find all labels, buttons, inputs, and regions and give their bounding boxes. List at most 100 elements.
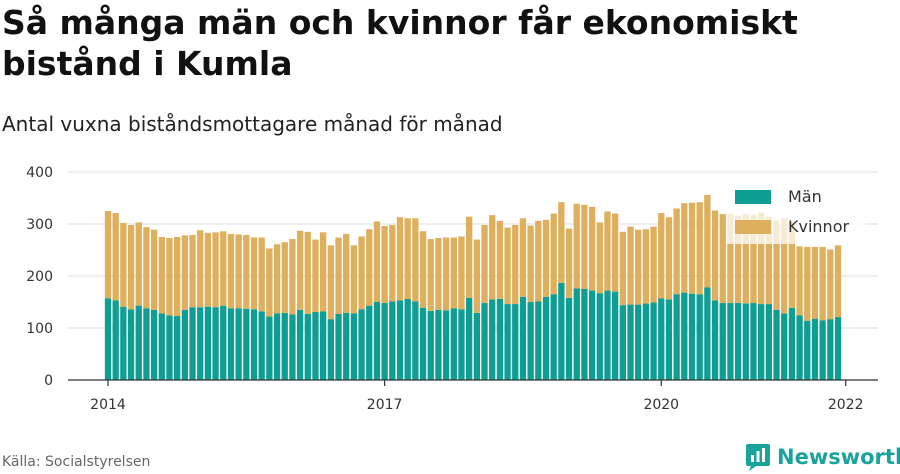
y-tick-label: 0 bbox=[44, 373, 53, 389]
bar-men bbox=[473, 312, 480, 380]
bar-women bbox=[427, 239, 434, 311]
bar-women bbox=[727, 213, 734, 304]
y-tick-label: 400 bbox=[26, 165, 53, 181]
bar-men bbox=[150, 309, 158, 380]
bar-women bbox=[181, 235, 188, 310]
bar-women bbox=[558, 202, 565, 283]
bar-women bbox=[104, 211, 112, 299]
bar-women bbox=[473, 239, 480, 313]
bar-women bbox=[758, 212, 765, 305]
bar-women bbox=[373, 221, 381, 302]
bar-women bbox=[765, 216, 772, 305]
bar-women bbox=[389, 225, 396, 302]
bar-men bbox=[235, 308, 242, 380]
bar-women bbox=[458, 236, 465, 310]
bar-women bbox=[796, 246, 803, 316]
bar-women bbox=[665, 217, 673, 300]
bar-men bbox=[396, 300, 404, 380]
bar-men bbox=[481, 303, 488, 380]
bar-men bbox=[519, 296, 527, 380]
bar-men bbox=[758, 304, 765, 380]
bar-men bbox=[627, 304, 634, 380]
bar-men bbox=[158, 313, 165, 380]
bar-women bbox=[127, 225, 135, 310]
bar-men bbox=[673, 294, 680, 380]
bar-men bbox=[389, 301, 396, 380]
bar-women bbox=[235, 234, 242, 309]
bar-men bbox=[442, 310, 450, 380]
bar-women bbox=[481, 225, 488, 304]
source-note: Källa: Socialstyrelsen bbox=[2, 454, 151, 470]
bar-women bbox=[358, 236, 365, 310]
bar-women bbox=[512, 225, 519, 305]
bar-men bbox=[650, 302, 657, 380]
bar-women bbox=[742, 214, 749, 304]
bar-women bbox=[112, 213, 119, 301]
bar-women bbox=[435, 238, 442, 310]
bar-women bbox=[166, 238, 173, 316]
bar-women bbox=[189, 234, 196, 308]
bar-men bbox=[320, 311, 327, 380]
bar-men bbox=[296, 309, 304, 380]
legend-label: Män bbox=[788, 187, 822, 206]
bar-women bbox=[642, 229, 650, 304]
bar-women bbox=[158, 237, 165, 314]
bar-men bbox=[366, 305, 373, 380]
bar-women bbox=[412, 218, 419, 302]
bar-men bbox=[120, 306, 127, 380]
bar-women bbox=[120, 222, 127, 307]
bar-women bbox=[273, 244, 281, 314]
bar-men bbox=[688, 293, 696, 380]
bar-men bbox=[704, 287, 711, 380]
bar-men bbox=[174, 316, 181, 380]
bar-men bbox=[212, 307, 219, 380]
bar-women bbox=[688, 202, 696, 294]
bar-women bbox=[489, 215, 496, 300]
bar-women bbox=[804, 246, 811, 321]
bar-women bbox=[419, 231, 427, 308]
brand-logo[interactable]: Newsworthy bbox=[745, 440, 900, 474]
bar-men bbox=[220, 305, 227, 380]
legend-label: Kvinnor bbox=[788, 217, 849, 236]
bar-men bbox=[834, 317, 842, 380]
y-tick-label: 300 bbox=[26, 217, 53, 233]
bar-men bbox=[665, 299, 673, 380]
bar-men bbox=[266, 316, 273, 380]
bar-women bbox=[604, 211, 611, 291]
bar-men bbox=[381, 303, 388, 380]
bar-women bbox=[788, 221, 796, 308]
bar-men bbox=[435, 309, 442, 380]
bar-women bbox=[204, 232, 212, 307]
bar-men bbox=[527, 302, 534, 380]
legend: Män Kvinnor bbox=[726, 180, 866, 244]
bar-men bbox=[750, 303, 757, 380]
bar-men bbox=[289, 314, 296, 380]
bar-women bbox=[527, 225, 534, 302]
bar-women bbox=[781, 218, 788, 314]
x-tick-label: 2020 bbox=[643, 397, 679, 413]
bar-men bbox=[327, 319, 334, 380]
chart-title: Så många män och kvinnor får ekonomiskt … bbox=[2, 3, 798, 83]
bar-women bbox=[811, 246, 819, 319]
bar-women bbox=[550, 213, 557, 295]
bar-women bbox=[258, 237, 265, 312]
bar-men bbox=[243, 308, 250, 380]
bar-men bbox=[335, 313, 342, 380]
bar-women bbox=[289, 239, 296, 315]
bar-men bbox=[250, 309, 258, 380]
bar-men bbox=[550, 294, 557, 380]
bar-men bbox=[681, 292, 688, 380]
x-tick-label: 2022 bbox=[828, 397, 864, 413]
bar-men bbox=[166, 315, 173, 380]
bar-men bbox=[535, 301, 542, 380]
bar-men bbox=[412, 301, 419, 380]
bar-women bbox=[711, 210, 719, 301]
bar-men bbox=[734, 303, 742, 380]
bar-women bbox=[150, 229, 158, 310]
bar-men bbox=[711, 300, 719, 380]
bar-women bbox=[773, 220, 780, 310]
bar-women bbox=[612, 213, 619, 292]
bar-men bbox=[827, 319, 834, 380]
bar-men bbox=[181, 309, 188, 380]
brand-name: Newsworthy bbox=[777, 445, 900, 469]
